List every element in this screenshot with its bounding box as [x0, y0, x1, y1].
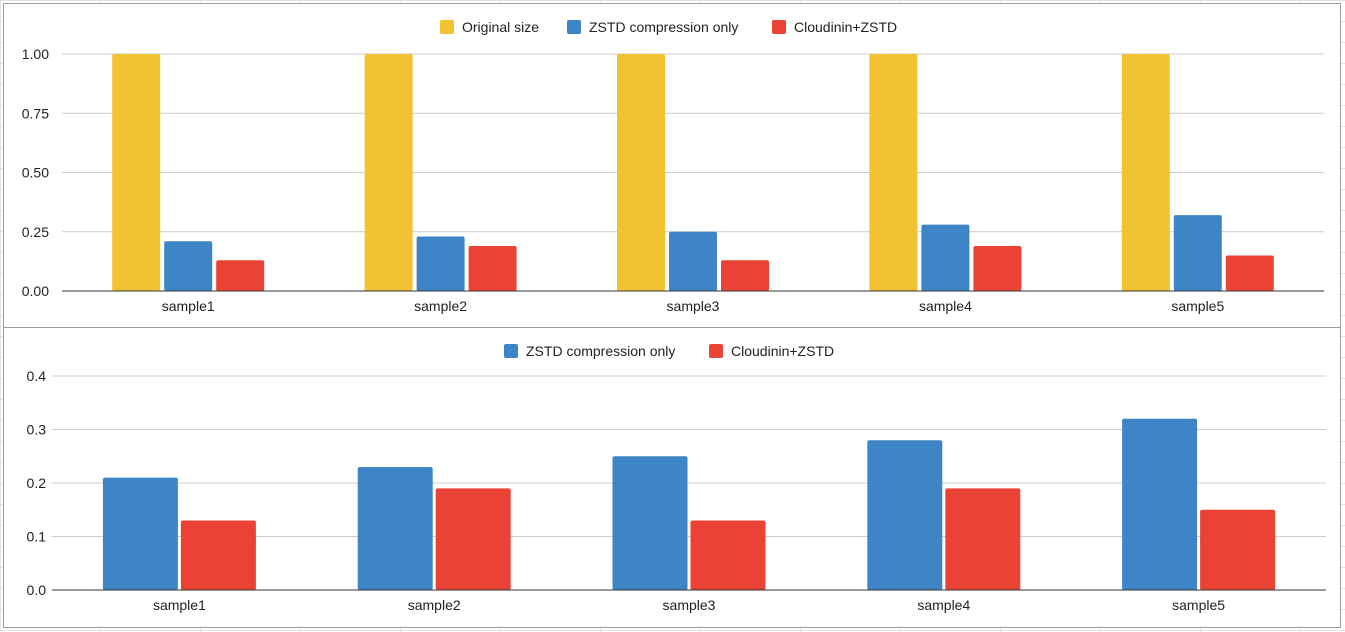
- x-category-label: sample2: [408, 597, 461, 613]
- bar: [973, 245, 1022, 291]
- chart-bottom: 0.0 0.1 0.2 0.3 0.4 sample1 sample2 sample3 samp…: [3, 327, 1341, 628]
- bar: [669, 231, 717, 291]
- bar: [435, 488, 511, 590]
- y-tick-label: 0.0: [27, 582, 47, 598]
- legend-label: Cloudinin+ZSTD: [731, 343, 834, 359]
- bar: [102, 477, 178, 590]
- bar: [921, 224, 970, 291]
- bar: [468, 245, 517, 291]
- legend-label: ZSTD compression only: [589, 19, 738, 35]
- bar: [869, 54, 918, 291]
- legend-swatch: [440, 20, 454, 34]
- bar: [357, 466, 433, 590]
- bar: [1225, 255, 1274, 291]
- y-tick-label: 0.1: [27, 529, 47, 545]
- bar: [112, 54, 161, 291]
- y-tick-label: 0.3: [27, 422, 47, 438]
- legend-swatch: [772, 20, 786, 34]
- bar: [1173, 215, 1222, 291]
- bar: [721, 260, 769, 291]
- y-tick-label: 0.00: [22, 283, 49, 299]
- chart-top: 0.00 0.25 0.50 0.75 1.00 sample1 sample2 sample…: [3, 3, 1341, 328]
- x-category-label: sample4: [919, 298, 972, 314]
- bar: [945, 488, 1021, 590]
- x-category-label: sample5: [1171, 298, 1224, 314]
- legend-swatch: [504, 344, 518, 358]
- y-tick-label: 0.4: [27, 368, 47, 384]
- bar: [216, 260, 265, 291]
- y-tick-label: 0.75: [22, 105, 49, 121]
- bar: [364, 54, 413, 291]
- bar: [867, 440, 943, 590]
- chart-bottom-svg: 0.0 0.1 0.2 0.3 0.4 sample1 sample2 sample3 samp…: [27, 343, 1326, 613]
- y-tick-label: 0.2: [27, 475, 47, 491]
- x-category-label: sample4: [917, 597, 970, 613]
- bar: [180, 520, 256, 590]
- legend-label: Original size: [462, 19, 539, 35]
- x-category-label: sample1: [162, 298, 215, 314]
- x-category-label: sample1: [153, 597, 206, 613]
- x-category-label: sample5: [1172, 597, 1225, 613]
- bar: [617, 54, 665, 291]
- bar: [690, 520, 766, 590]
- x-category-label: sample3: [667, 298, 720, 314]
- chart-top-svg: 0.00 0.25 0.50 0.75 1.00 sample1 sample2 sample…: [22, 19, 1324, 314]
- bar: [612, 456, 688, 590]
- y-tick-label: 0.25: [22, 224, 49, 240]
- legend-label: Cloudinin+ZSTD: [794, 19, 897, 35]
- x-category-label: sample2: [414, 298, 467, 314]
- bar: [416, 236, 465, 291]
- legend-swatch: [567, 20, 581, 34]
- bar: [1122, 418, 1198, 590]
- x-category-label: sample3: [663, 597, 716, 613]
- bar: [1200, 509, 1276, 590]
- bar: [1121, 54, 1170, 291]
- y-tick-label: 1.00: [22, 46, 49, 62]
- legend-label: ZSTD compression only: [526, 343, 675, 359]
- legend-swatch: [709, 344, 723, 358]
- bar: [164, 241, 213, 291]
- y-tick-label: 0.50: [22, 165, 49, 181]
